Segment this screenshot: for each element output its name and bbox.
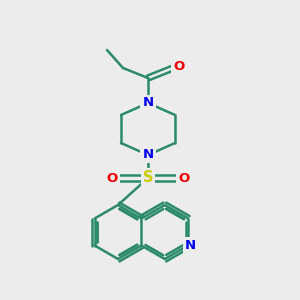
Text: S: S [143,170,153,185]
Text: O: O [173,59,184,73]
Text: O: O [178,172,190,184]
Text: N: N [184,239,196,252]
Text: N: N [142,148,154,161]
Text: N: N [142,97,154,110]
Text: O: O [106,172,118,184]
